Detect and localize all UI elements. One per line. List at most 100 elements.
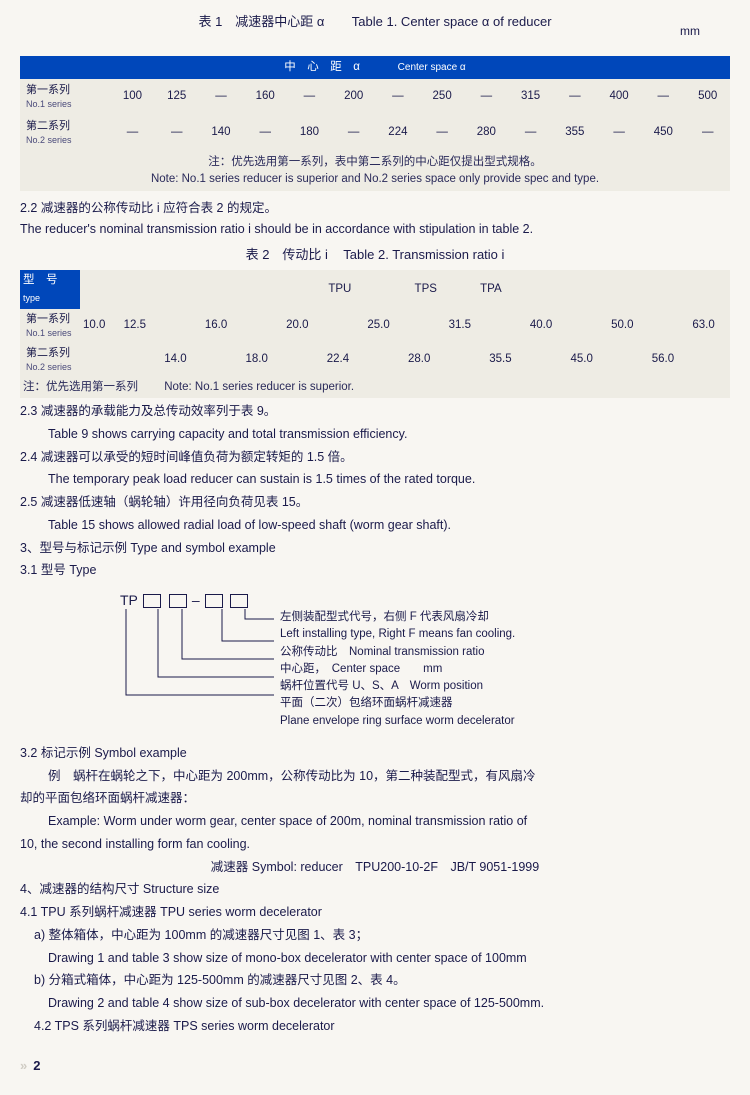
t2r1c11: 40.0 bbox=[527, 309, 568, 343]
t2col2: TPA bbox=[460, 283, 522, 295]
table2-row2-label-en: No.2 series bbox=[26, 361, 77, 375]
tp-box2 bbox=[169, 594, 187, 608]
t1r2c10: 355 bbox=[553, 115, 597, 151]
t2r1c8 bbox=[405, 309, 446, 343]
table2-row1-label-cn: 第一系列 bbox=[26, 311, 77, 328]
table2-row2-label-cn: 第二系列 bbox=[26, 345, 77, 362]
sec32-exen1: Example: Worm under worm gear, center sp… bbox=[48, 812, 730, 831]
t2r1c14 bbox=[649, 309, 690, 343]
t2r1c0: 10.0 bbox=[80, 309, 121, 343]
t2r2c11 bbox=[527, 343, 568, 377]
t1r1c8: — bbox=[464, 79, 508, 115]
t1r1c13: 500 bbox=[685, 79, 730, 115]
t1r1c7: 250 bbox=[420, 79, 464, 115]
sec32-excn1: 例 蜗杆在蜗轮之下，中心距为 200mm，公称传动比为 10，第二种装配型式，有… bbox=[48, 767, 730, 786]
sec31-title: 3.1 型号 Type bbox=[20, 561, 730, 580]
sec24-cn: 2.4 减速器可以承受的短时间峰值负荷为额定转矩的 1.5 倍。 bbox=[20, 448, 730, 467]
t1r2c0: — bbox=[110, 115, 154, 151]
sec41-a-cn: a) 整体箱体，中心距为 100mm 的减速器尺寸见图 1、表 3； bbox=[34, 926, 730, 945]
sec24-en: The temporary peak load reducer can sust… bbox=[48, 470, 730, 489]
t1r2c5: — bbox=[332, 115, 376, 151]
table2-header: 型 号 type bbox=[20, 270, 80, 309]
table1-row1: 第一系列 No.1 series 100 125 — 160 — 200 — 2… bbox=[20, 79, 730, 115]
table2-row1: 第一系列 No.1 series 10.0 12.5 16.0 20.0 25.… bbox=[20, 309, 730, 343]
sec32-exen2: 10, the second installing form fan cooli… bbox=[20, 835, 730, 854]
table1-row2: 第二系列 No.2 series — — 140 — 180 — 224 — 2… bbox=[20, 115, 730, 151]
t2r2c12: 45.0 bbox=[568, 343, 609, 377]
page-num-value: 2 bbox=[33, 1058, 40, 1073]
t2r2c2: 14.0 bbox=[161, 343, 202, 377]
t2col1: TPS bbox=[395, 283, 457, 295]
t2r2c9 bbox=[446, 343, 487, 377]
t1r2c8: 280 bbox=[464, 115, 508, 151]
t1r2c11: — bbox=[597, 115, 641, 151]
table2: 型 号 type TPU TPS TPA 第一系列 No.1 series 10… bbox=[20, 270, 730, 398]
table1-row1-label-en: No.1 series bbox=[26, 98, 106, 112]
table2-header-en: type bbox=[23, 293, 40, 303]
sec23-en: Table 9 shows carrying capacity and tota… bbox=[48, 425, 730, 444]
t2r2c15 bbox=[689, 343, 730, 377]
sec22-en: The reducer's nominal transmission ratio… bbox=[20, 220, 730, 239]
tp-prefix: TP bbox=[120, 592, 138, 608]
table1-header-cn: 中 心 距 α bbox=[284, 61, 360, 73]
t2r1c4 bbox=[243, 309, 284, 343]
type-diagram: TP – 左侧装配型式代号，右侧 F 代表风扇冷却 Left installin… bbox=[120, 590, 730, 730]
t2col0: TPU bbox=[288, 283, 391, 295]
sec22-cn: 2.2 减速器的公称传动比 i 应符合表 2 的规定。 bbox=[20, 199, 730, 218]
t2r1c9: 31.5 bbox=[446, 309, 487, 343]
t1r1c4: — bbox=[287, 79, 331, 115]
t2r1c1: 12.5 bbox=[121, 309, 162, 343]
page-number: »2 bbox=[20, 1056, 730, 1076]
table1-title-en: Table 1. Center space α of reducer bbox=[352, 14, 552, 29]
table1-row1-label-cn: 第一系列 bbox=[26, 82, 106, 99]
table2-header-cn: 型 号 bbox=[23, 274, 58, 286]
tp-dash: – bbox=[192, 592, 200, 608]
sec25-en: Table 15 shows allowed radial load of lo… bbox=[48, 516, 730, 535]
table2-note-en: Note: No.1 series reducer is superior. bbox=[164, 381, 354, 393]
sec32-excn2: 却的平面包络环面蜗杆减速器： bbox=[20, 789, 730, 808]
t1r1c11: 400 bbox=[597, 79, 641, 115]
table1-title-row: 表 1 减速器中心距 α Table 1. Center space α of … bbox=[20, 12, 730, 32]
table2-title-cn: 表 2 传动比 i bbox=[246, 247, 328, 262]
sec41-b-cn: b) 分箱式箱体，中心距为 125-500mm 的减速器尺寸见图 2、表 4。 bbox=[34, 971, 730, 990]
t2r2c8: 28.0 bbox=[405, 343, 446, 377]
t1r2c6: 224 bbox=[376, 115, 420, 151]
tp-box4 bbox=[230, 594, 248, 608]
t1r1c3: 160 bbox=[243, 79, 287, 115]
t1r1c1: 125 bbox=[155, 79, 199, 115]
t2r2c3 bbox=[202, 343, 243, 377]
t1r1c9: 315 bbox=[508, 79, 552, 115]
table1-note-en: Note: No.1 series reducer is superior an… bbox=[151, 173, 599, 185]
table2-row2: 第二系列 No.2 series 14.0 18.0 22.4 28.0 35.… bbox=[20, 343, 730, 377]
table2-row1-label-en: No.1 series bbox=[26, 327, 77, 341]
table2-note: 注：优先选用第一系列 Note: No.1 series reducer is … bbox=[20, 377, 730, 398]
t1r2c12: 450 bbox=[641, 115, 685, 151]
t1r2c2: 140 bbox=[199, 115, 243, 151]
t1r2c7: — bbox=[420, 115, 464, 151]
tp-box1 bbox=[143, 594, 161, 608]
table1-unit: mm bbox=[680, 22, 700, 40]
t2r2c5 bbox=[283, 343, 324, 377]
t2r1c2 bbox=[161, 309, 202, 343]
t1r1c10: — bbox=[553, 79, 597, 115]
table1-header-en: Center space α bbox=[398, 62, 466, 73]
t2r1c13: 50.0 bbox=[608, 309, 649, 343]
table1: 中 心 距 α Center space α 第一系列 No.1 series … bbox=[20, 56, 730, 192]
t1r1c2: — bbox=[199, 79, 243, 115]
t1r2c9: — bbox=[508, 115, 552, 151]
table2-title-en: Table 2. Transmission ratio i bbox=[343, 247, 504, 262]
sec4-title: 4、减速器的结构尺寸 Structure size bbox=[20, 880, 730, 899]
t2r2c13 bbox=[608, 343, 649, 377]
t1r2c1: — bbox=[155, 115, 199, 151]
t2r2c10: 35.5 bbox=[486, 343, 527, 377]
t2r2c14: 56.0 bbox=[649, 343, 690, 377]
table2-note-cn: 注：优先选用第一系列 bbox=[23, 381, 138, 393]
t2r1c12 bbox=[568, 309, 609, 343]
t2r2c7 bbox=[364, 343, 405, 377]
sec23-cn: 2.3 减速器的承载能力及总传动效率列于表 9。 bbox=[20, 402, 730, 421]
table1-note-cn: 注：优先选用第一系列，表中第二系列的中心距仅提出型式规格。 bbox=[208, 156, 542, 168]
tp-box3 bbox=[205, 594, 223, 608]
sec41-title: 4.1 TPU 系列蜗杆减速器 TPU series worm decelera… bbox=[20, 903, 730, 922]
t1r1c12: — bbox=[641, 79, 685, 115]
t2r2c1 bbox=[121, 343, 162, 377]
